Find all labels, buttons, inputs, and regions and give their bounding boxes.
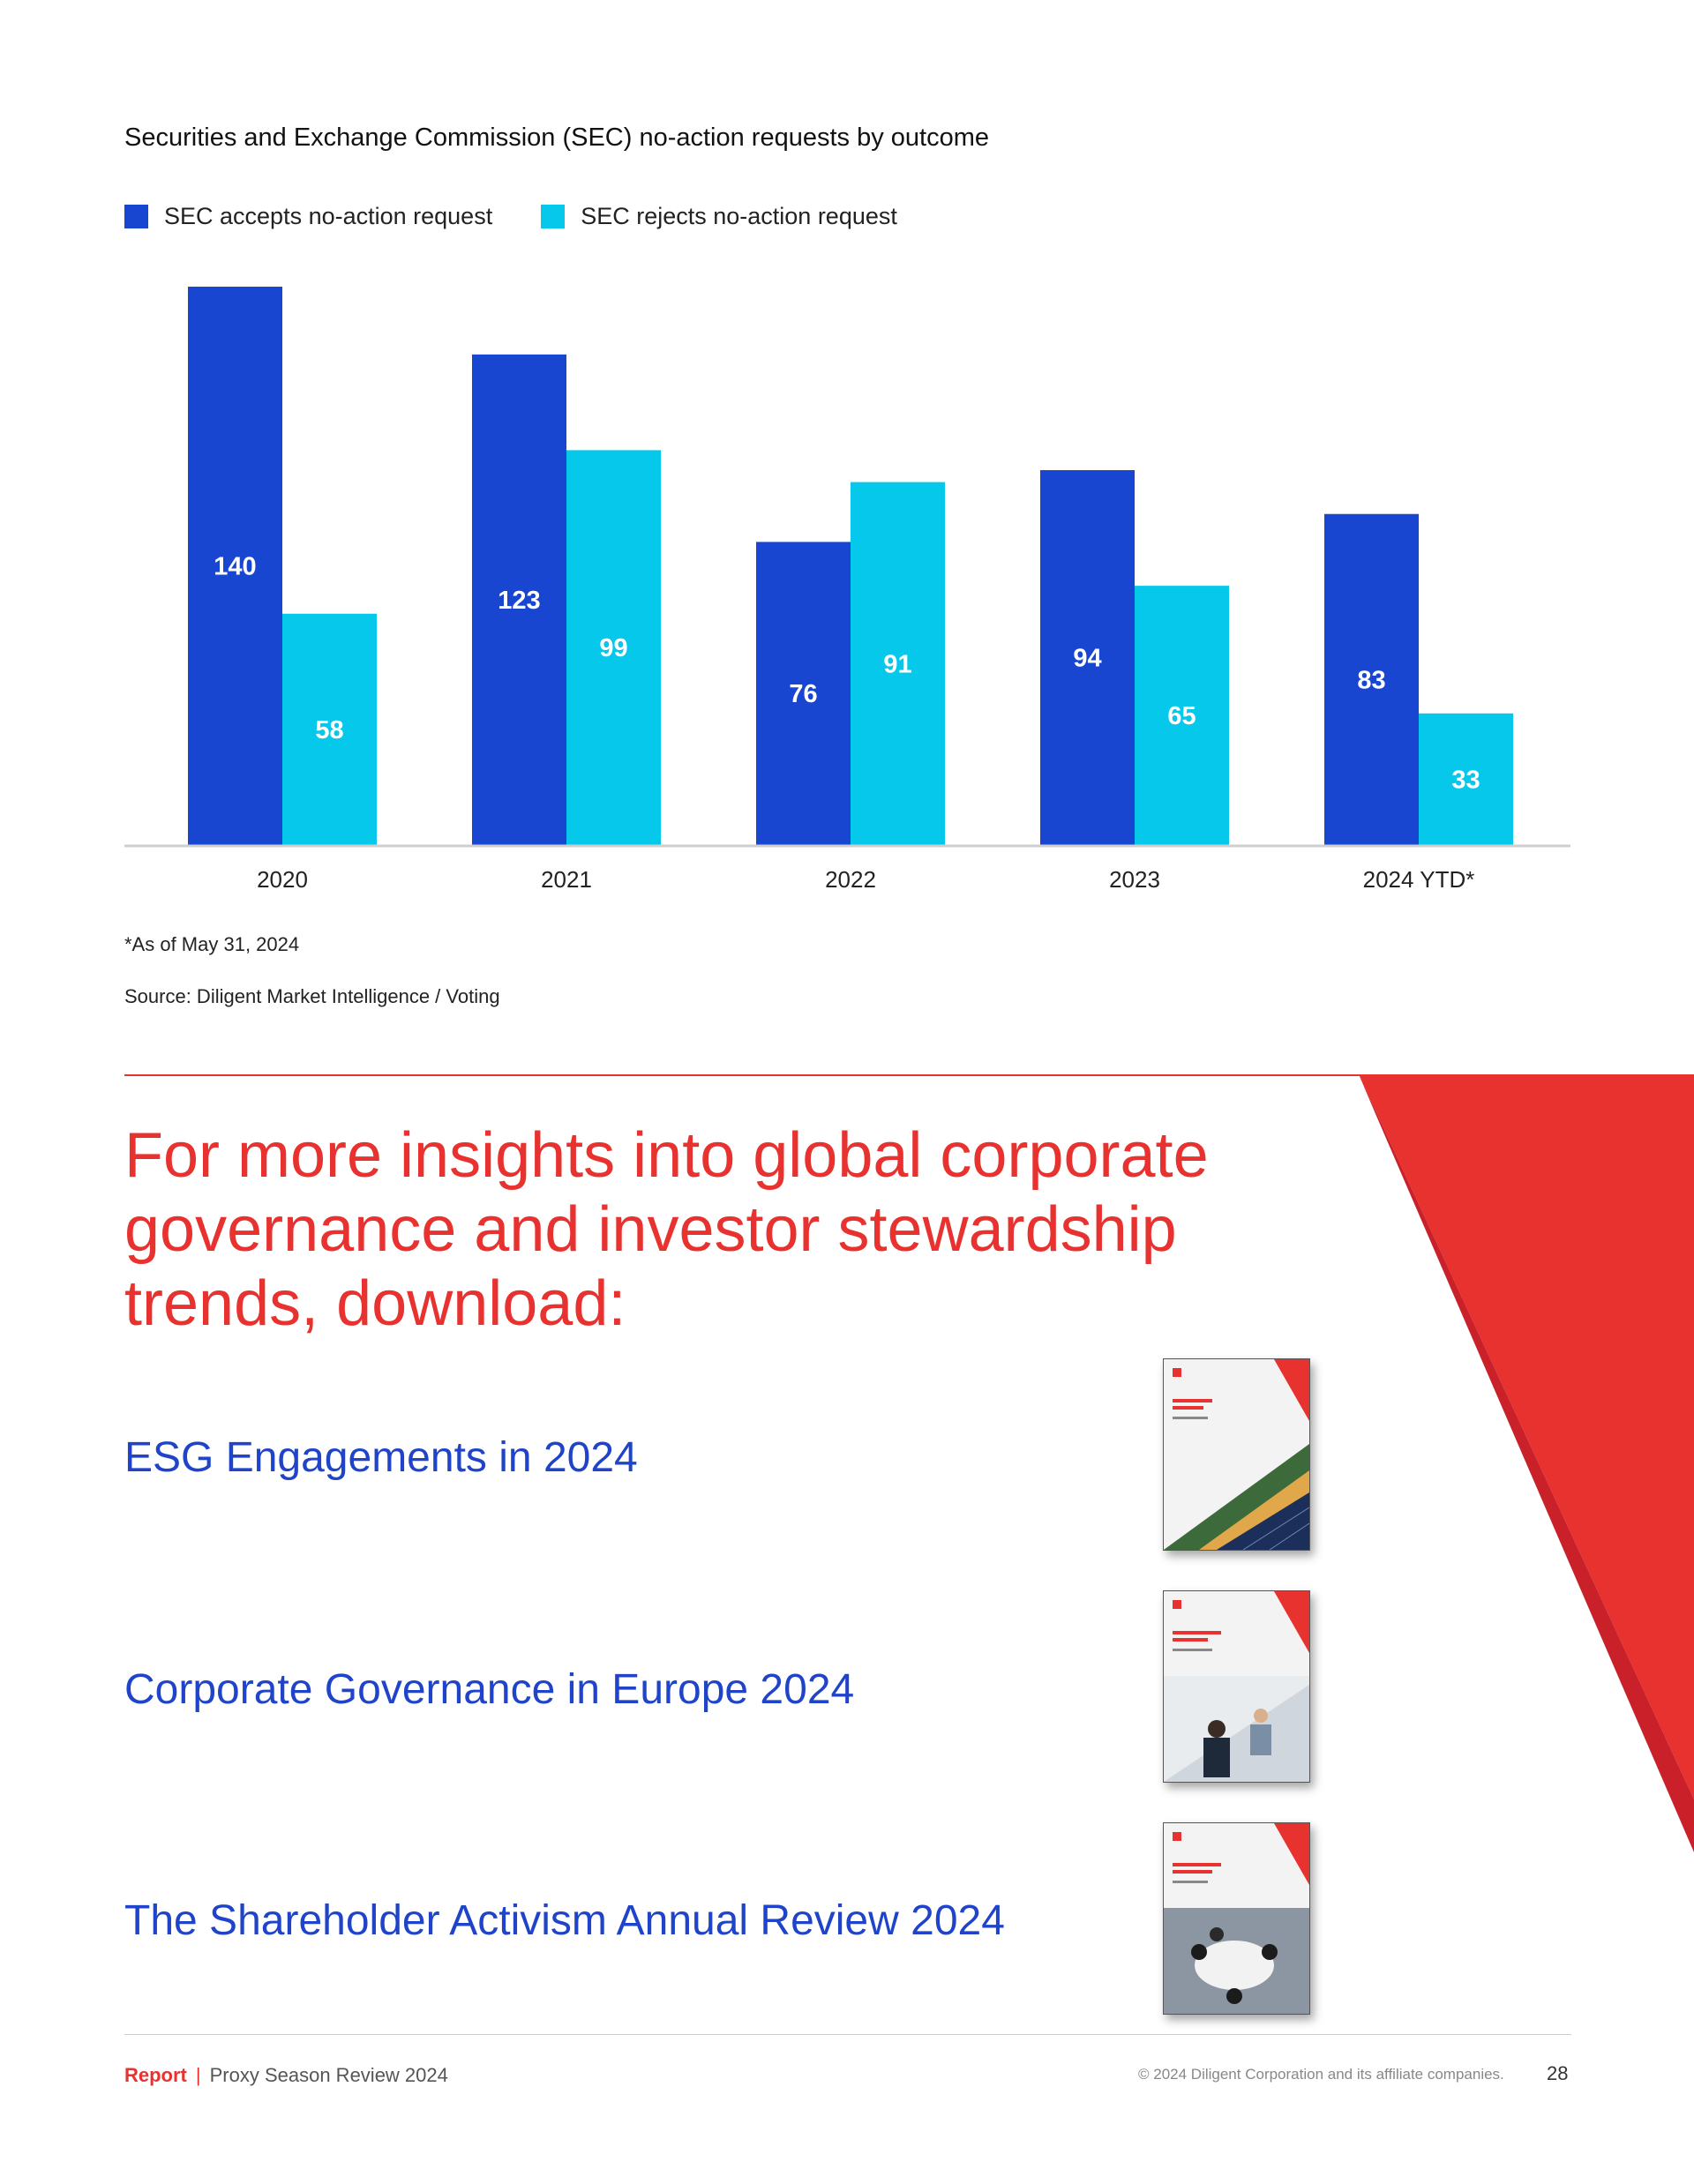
data-label-accepts-2: 76 [789,680,817,708]
bar-accepts-3 [1040,469,1135,845]
legend-swatch-rejects [541,205,566,228]
cover-title-line [1173,1638,1208,1642]
data-label-rejects-3: 65 [1167,702,1196,730]
link-esg-engagements[interactable]: ESG Engagements in 2024 [124,1434,638,1481]
chart-footnote: *As of May 31, 2024 [124,933,300,955]
data-label-accepts-0: 140 [214,553,256,581]
cover-title-line [1173,1406,1203,1410]
chart-title: Securities and Exchange Commission (SEC)… [124,123,990,152]
bar-rejects-2 [851,482,945,845]
chart-source: Source: Diligent Market Intelligence / V… [124,985,500,1007]
cover-red-corner [1274,1823,1309,1885]
bar-rejects-1 [566,450,661,845]
data-label-rejects-0: 58 [315,716,343,744]
cover-title-line [1173,1863,1221,1866]
footer-copyright: © 2024 Diligent Corporation and its affi… [1138,2066,1504,2083]
diligent-logo-icon [1173,1368,1181,1377]
x-tick-label-2: 2022 [825,866,876,893]
page-number: 28 [1547,2062,1569,2084]
data-label-accepts-4: 83 [1357,666,1385,694]
bar-rejects-3 [1135,586,1229,845]
cover-subtitle-line [1173,1881,1208,1883]
data-label-rejects-4: 33 [1451,766,1480,794]
bar-accepts-4 [1324,513,1419,845]
x-tick-label-0: 2020 [257,866,308,893]
chart-legend: SEC accepts no-action request SEC reject… [124,203,946,230]
cover-corporate-governance-europe[interactable] [1163,1590,1310,1783]
legend-swatch-accepts [124,205,148,228]
legend-item-accepts: SEC accepts no-action request [124,203,492,230]
data-label-rejects-2: 91 [883,650,911,678]
legend-label-rejects: SEC rejects no-action request [581,203,897,229]
cover-esg-engagements[interactable] [1163,1358,1310,1551]
cover-title-line [1173,1631,1221,1634]
link-shareholder-activism-review[interactable]: The Shareholder Activism Annual Review 2… [124,1897,1005,1944]
diligent-logo-icon [1173,1600,1181,1609]
cover-subtitle-line [1173,1649,1212,1651]
footer-report-label: Report | Proxy Season Review 2024 [124,2064,448,2087]
data-label-accepts-1: 123 [498,587,540,615]
footer-divider [124,2034,1571,2035]
cover-red-corner [1274,1359,1309,1421]
x-tick-label-4: 2024 YTD* [1363,866,1475,893]
bar-rejects-0 [282,613,377,845]
boardroom-photo-image [1164,1908,1309,2014]
bar-chart: 140 58 2020 123 99 2021 76 91 2022 94 65 2023 83 33 20… [124,287,1570,893]
legend-label-accepts: SEC accepts no-action request [164,203,493,229]
data-label-accepts-3: 94 [1073,644,1101,672]
bar-accepts-0 [188,287,282,845]
data-label-rejects-1: 99 [599,634,627,662]
cover-title-line [1173,1870,1212,1874]
x-tick-label-1: 2021 [541,866,592,893]
cover-title-line [1173,1399,1212,1402]
footer-separator: | [195,2064,201,2086]
section-divider [124,1074,1360,1076]
bar-accepts-2 [756,542,851,845]
bar-accepts-1 [472,354,566,846]
legend-item-rejects: SEC rejects no-action request [541,203,897,230]
cta-heading: For more insights into global corporate … [124,1120,1209,1339]
footer-report: Report [124,2064,187,2086]
solar-panels-image [1164,1444,1309,1550]
x-tick-label-3: 2023 [1109,866,1160,893]
footer-doc-title: Proxy Season Review 2024 [209,2064,448,2086]
cover-red-corner [1274,1591,1309,1653]
diligent-logo-icon [1173,1832,1181,1841]
meeting-photo-image [1164,1676,1309,1782]
cover-shareholder-activism-review[interactable] [1163,1822,1310,2015]
link-corporate-governance-europe[interactable]: Corporate Governance in Europe 2024 [124,1666,855,1713]
cover-subtitle-line [1173,1417,1208,1419]
bar-rejects-4 [1419,713,1513,845]
